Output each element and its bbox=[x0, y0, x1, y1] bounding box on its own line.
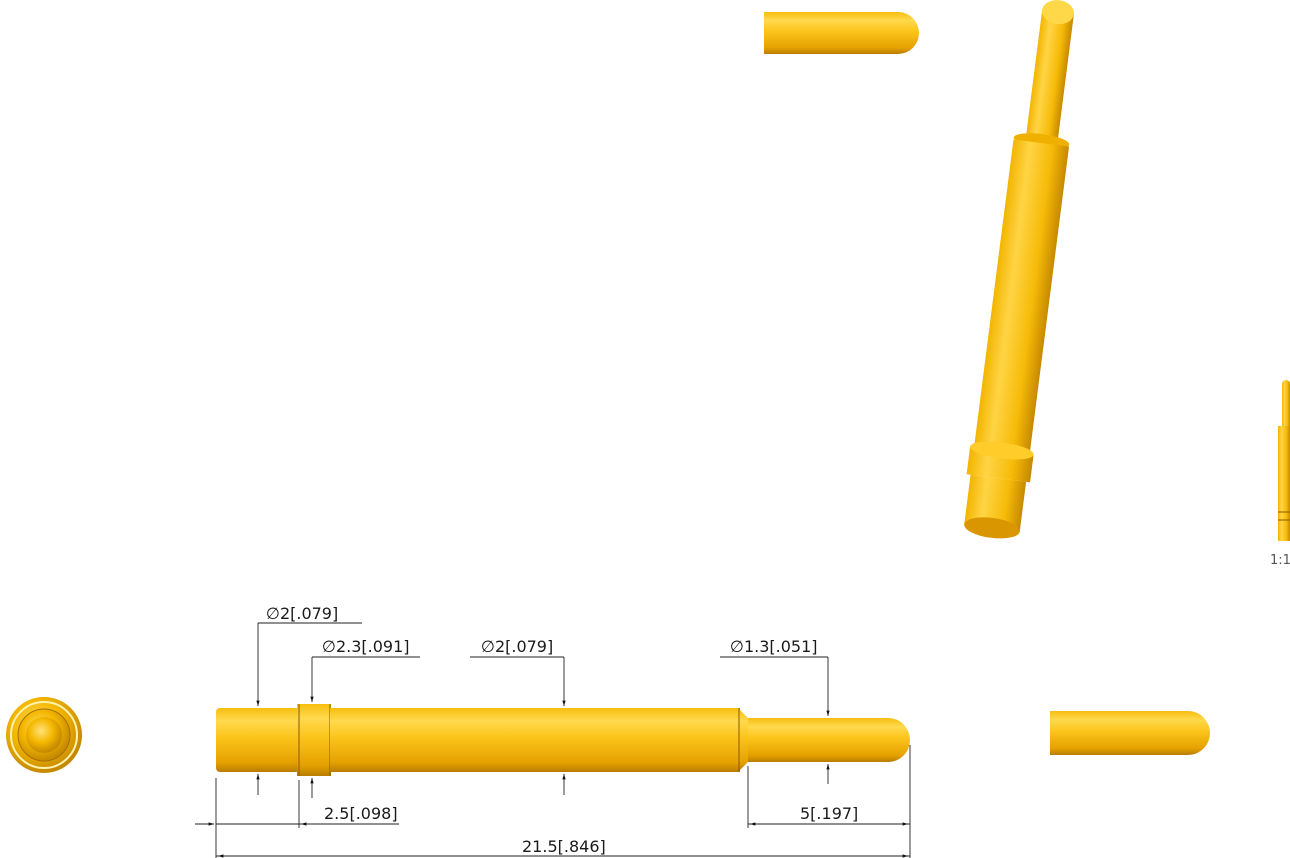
end-view bbox=[6, 697, 82, 773]
isometric-pin-view bbox=[964, 0, 1074, 539]
dim-dia-mid: ∅2[.079] bbox=[481, 637, 553, 656]
tip-view-bottom bbox=[1050, 711, 1210, 755]
tip-detail-top bbox=[764, 12, 919, 54]
dimension-labels: ∅2[.079] ∅2.3[.091] ∅2[.079] ∅1.3[.051] … bbox=[266, 604, 858, 856]
scale-label: 1:1 bbox=[1270, 553, 1290, 568]
pin-side-view bbox=[216, 704, 910, 776]
dim-len-total: 21.5[.846] bbox=[522, 837, 606, 856]
dimension-lines bbox=[195, 622, 911, 858]
dim-dia-left: ∅2[.079] bbox=[266, 604, 338, 623]
dim-dia-tip: ∅1.3[.051] bbox=[730, 637, 818, 656]
scaled-view: 1:1 bbox=[1270, 380, 1290, 568]
dim-len-tip: 5[.197] bbox=[800, 804, 858, 823]
dim-dia-collar: ∅2.3[.091] bbox=[322, 637, 410, 656]
dim-len-collar: 2.5[.098] bbox=[324, 804, 398, 823]
